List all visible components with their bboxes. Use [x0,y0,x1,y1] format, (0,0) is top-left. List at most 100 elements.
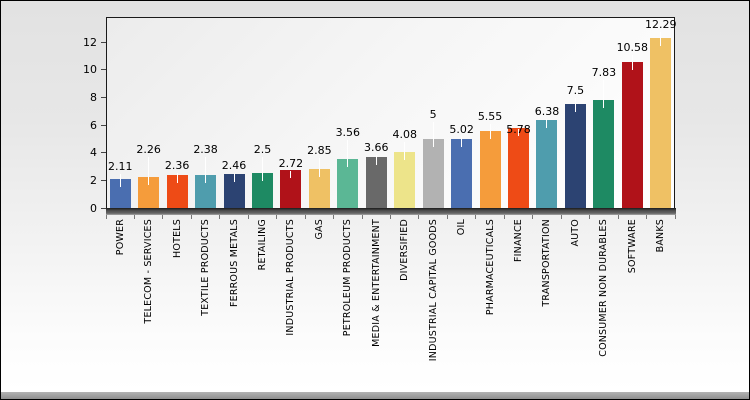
bar[interactable] [621,61,643,208]
bar[interactable] [394,151,416,208]
value-leader-line [461,136,463,147]
category-label: TRANSPORTATION [541,219,553,307]
x-axis-tick [674,215,676,219]
value-label: 4.08 [392,127,417,141]
category-label: FERROUS METALS [228,219,240,308]
category-label: TELECOM - SERVICES [143,219,155,324]
value-label: 10.58 [616,40,649,54]
x-axis-tick [162,215,164,219]
value-leader-line [148,156,150,185]
y-axis-tick-label: 6 [90,118,97,132]
value-label: 3.66 [364,141,389,155]
bar[interactable] [650,38,672,208]
value-label: 2.72 [278,157,304,171]
bar[interactable] [109,178,131,208]
category-label: DIVERSIFIED [399,219,411,281]
value-leader-line [660,32,662,47]
category-label: PHARMACEUTICALS [484,219,496,316]
value-leader-line [233,173,235,183]
value-leader-line [119,173,121,187]
x-axis-tick [304,215,306,219]
value-leader-line [347,139,349,167]
x-axis-baseline [106,208,676,215]
bar[interactable] [308,168,330,208]
bar[interactable] [479,131,501,208]
x-axis-tick [503,215,505,219]
bar[interactable] [536,119,558,208]
x-axis-tick [133,215,135,219]
y-axis-tick [101,97,106,98]
value-leader-line [205,157,207,184]
value-label: 5.78 [506,123,531,137]
value-label: 2.36 [164,159,190,173]
category-label: TEXTILE PRODUCTS [200,219,212,316]
category-label: PETROLEUM PRODUCTS [342,219,354,337]
value-leader-line [603,79,605,108]
value-label: 5.55 [477,110,503,124]
category-label: GAS [313,219,325,240]
category-label: INDUSTRIAL PRODUCTS [285,219,297,336]
category-label: INDUSTRIAL CAPITAL GOODS [427,219,439,362]
bar[interactable] [365,157,387,208]
y-axis-tick-label: 0 [90,201,97,215]
x-axis-tick [333,215,335,219]
category-label: FINANCE [513,219,525,263]
bar[interactable] [508,128,530,208]
x-axis-tick [390,215,391,219]
value-leader-line [318,157,320,177]
bar[interactable] [593,99,615,208]
value-label: 2.5 [253,143,272,157]
bottom-shade [1,392,749,399]
value-leader-line [261,157,263,182]
x-axis-tick [247,215,249,219]
y-axis-tick-label: 12 [83,35,97,49]
value-label: 12.29 [645,18,677,32]
x-axis-tick [646,215,648,219]
bar[interactable] [337,158,359,208]
value-label: 2.46 [221,159,247,173]
y-axis-tick-label: 10 [83,63,97,77]
y-axis-tick [101,69,106,71]
value-leader-line [404,141,406,160]
value-label: 5.02 [449,122,474,136]
value-leader-line [518,129,520,137]
x-axis-tick [446,215,448,219]
bar[interactable] [451,138,473,208]
category-label: SOFTWARE [626,219,638,274]
x-axis-tick [190,215,192,219]
bar[interactable] [280,170,302,208]
y-axis-tick [101,41,106,43]
value-label: 3.56 [335,125,361,139]
bar[interactable] [251,173,273,208]
bar[interactable] [166,175,188,208]
value-label: 2.85 [307,143,332,157]
y-axis-tick [101,207,106,209]
bar[interactable] [138,176,160,208]
x-axis-tick [560,215,562,219]
category-label: CONSUMER NON DURABLES [598,219,610,357]
bar[interactable] [223,174,245,208]
bar[interactable] [564,104,586,208]
category-label: OIL [456,219,468,236]
value-leader-line [574,98,576,113]
y-axis-tick-label: 2 [90,173,97,187]
value-leader-line [432,121,434,147]
value-label: 6.38 [534,104,560,118]
x-axis-tick [617,215,619,219]
value-leader-line [176,173,178,184]
x-axis-tick [532,215,534,219]
bar[interactable] [422,138,444,208]
y-axis-tick-label: 4 [90,146,97,160]
value-label: 2.11 [107,159,133,173]
category-label: POWER [114,219,126,256]
x-axis-tick [105,215,107,219]
y-axis-tick [101,124,106,126]
value-leader-line [546,118,548,128]
y-axis-tick [101,152,106,154]
category-label: RETAILING [256,219,268,271]
bar[interactable] [195,175,217,208]
category-label: BANKS [655,219,667,253]
x-axis-tick [418,215,420,219]
